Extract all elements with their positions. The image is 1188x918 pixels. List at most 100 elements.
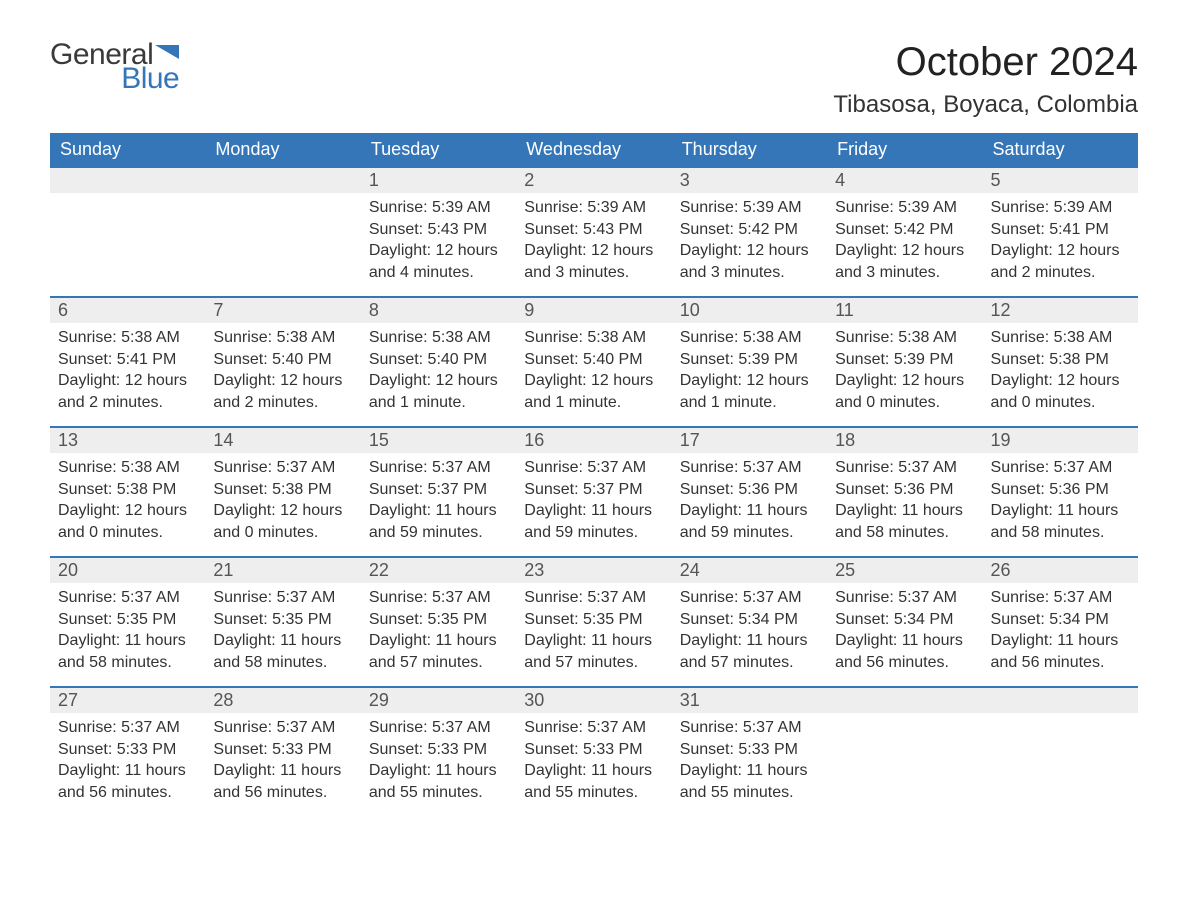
calendar-cell: 3Sunrise: 5:39 AMSunset: 5:42 PMDaylight… (672, 167, 827, 297)
daylight-line: Daylight: 12 hours and 3 minutes. (680, 240, 819, 283)
sunrise-line: Sunrise: 5:37 AM (835, 457, 974, 479)
calendar-week-row: 27Sunrise: 5:37 AMSunset: 5:33 PMDayligh… (50, 687, 1138, 817)
daylight-line: Daylight: 12 hours and 0 minutes. (835, 370, 974, 413)
day-number: 25 (827, 558, 982, 583)
sunrise-line: Sunrise: 5:38 AM (213, 327, 352, 349)
day-data: Sunrise: 5:37 AMSunset: 5:33 PMDaylight:… (516, 713, 671, 813)
day-data: Sunrise: 5:37 AMSunset: 5:36 PMDaylight:… (983, 453, 1138, 553)
calendar-cell: 13Sunrise: 5:38 AMSunset: 5:38 PMDayligh… (50, 427, 205, 557)
calendar-cell: 8Sunrise: 5:38 AMSunset: 5:40 PMDaylight… (361, 297, 516, 427)
sunrise-line: Sunrise: 5:39 AM (524, 197, 663, 219)
location-text: Tibasosa, Boyaca, Colombia (833, 91, 1138, 119)
sunset-line: Sunset: 5:43 PM (524, 219, 663, 241)
day-number: 13 (50, 428, 205, 453)
calendar-cell: 7Sunrise: 5:38 AMSunset: 5:40 PMDaylight… (205, 297, 360, 427)
daylight-line: Daylight: 11 hours and 56 minutes. (213, 760, 352, 803)
sunset-line: Sunset: 5:42 PM (835, 219, 974, 241)
sunrise-line: Sunrise: 5:37 AM (213, 587, 352, 609)
day-data: Sunrise: 5:37 AMSunset: 5:34 PMDaylight:… (983, 583, 1138, 683)
sunset-line: Sunset: 5:36 PM (835, 479, 974, 501)
calendar-cell: 16Sunrise: 5:37 AMSunset: 5:37 PMDayligh… (516, 427, 671, 557)
sunset-line: Sunset: 5:33 PM (524, 739, 663, 761)
sunrise-line: Sunrise: 5:37 AM (58, 717, 197, 739)
daylight-line: Daylight: 12 hours and 1 minute. (369, 370, 508, 413)
day-data: Sunrise: 5:39 AMSunset: 5:43 PMDaylight:… (516, 193, 671, 293)
day-number: 7 (205, 298, 360, 323)
sunrise-line: Sunrise: 5:37 AM (680, 457, 819, 479)
calendar-cell: 31Sunrise: 5:37 AMSunset: 5:33 PMDayligh… (672, 687, 827, 817)
calendar-cell: 14Sunrise: 5:37 AMSunset: 5:38 PMDayligh… (205, 427, 360, 557)
calendar-cell (983, 687, 1138, 817)
day-data: Sunrise: 5:37 AMSunset: 5:33 PMDaylight:… (672, 713, 827, 813)
sunrise-line: Sunrise: 5:37 AM (369, 717, 508, 739)
daylight-line: Daylight: 11 hours and 55 minutes. (524, 760, 663, 803)
sunrise-line: Sunrise: 5:39 AM (369, 197, 508, 219)
day-data: Sunrise: 5:37 AMSunset: 5:35 PMDaylight:… (205, 583, 360, 683)
sunset-line: Sunset: 5:39 PM (680, 349, 819, 371)
day-number: 5 (983, 168, 1138, 193)
daylight-line: Daylight: 11 hours and 59 minutes. (369, 500, 508, 543)
daylight-line: Daylight: 11 hours and 57 minutes. (369, 630, 508, 673)
day-number (50, 168, 205, 193)
day-data: Sunrise: 5:37 AMSunset: 5:37 PMDaylight:… (516, 453, 671, 553)
sunset-line: Sunset: 5:33 PM (213, 739, 352, 761)
daylight-line: Daylight: 11 hours and 56 minutes. (835, 630, 974, 673)
day-number: 16 (516, 428, 671, 453)
day-data: Sunrise: 5:38 AMSunset: 5:38 PMDaylight:… (983, 323, 1138, 423)
calendar-cell (205, 167, 360, 297)
sunrise-line: Sunrise: 5:37 AM (369, 457, 508, 479)
sunset-line: Sunset: 5:37 PM (524, 479, 663, 501)
day-data: Sunrise: 5:37 AMSunset: 5:36 PMDaylight:… (672, 453, 827, 553)
sunrise-line: Sunrise: 5:38 AM (680, 327, 819, 349)
logo-text-blue: Blue (112, 64, 179, 94)
calendar-cell: 21Sunrise: 5:37 AMSunset: 5:35 PMDayligh… (205, 557, 360, 687)
day-number: 10 (672, 298, 827, 323)
day-number: 24 (672, 558, 827, 583)
sunrise-line: Sunrise: 5:37 AM (524, 457, 663, 479)
title-block: October 2024 Tibasosa, Boyaca, Colombia (833, 40, 1138, 119)
calendar-cell: 18Sunrise: 5:37 AMSunset: 5:36 PMDayligh… (827, 427, 982, 557)
calendar-cell (50, 167, 205, 297)
day-number: 20 (50, 558, 205, 583)
day-number: 6 (50, 298, 205, 323)
day-data (205, 193, 360, 207)
daylight-line: Daylight: 12 hours and 0 minutes. (58, 500, 197, 543)
calendar-cell: 17Sunrise: 5:37 AMSunset: 5:36 PMDayligh… (672, 427, 827, 557)
calendar-body: 1Sunrise: 5:39 AMSunset: 5:43 PMDaylight… (50, 167, 1138, 817)
day-number: 2 (516, 168, 671, 193)
day-number: 14 (205, 428, 360, 453)
day-data: Sunrise: 5:37 AMSunset: 5:33 PMDaylight:… (361, 713, 516, 813)
day-data (827, 713, 982, 727)
day-data: Sunrise: 5:37 AMSunset: 5:35 PMDaylight:… (361, 583, 516, 683)
day-data: Sunrise: 5:38 AMSunset: 5:39 PMDaylight:… (672, 323, 827, 423)
day-number: 19 (983, 428, 1138, 453)
calendar-cell: 28Sunrise: 5:37 AMSunset: 5:33 PMDayligh… (205, 687, 360, 817)
daylight-line: Daylight: 12 hours and 3 minutes. (835, 240, 974, 283)
sunset-line: Sunset: 5:36 PM (991, 479, 1130, 501)
calendar-cell: 24Sunrise: 5:37 AMSunset: 5:34 PMDayligh… (672, 557, 827, 687)
calendar-cell: 19Sunrise: 5:37 AMSunset: 5:36 PMDayligh… (983, 427, 1138, 557)
sunset-line: Sunset: 5:35 PM (213, 609, 352, 631)
calendar-cell: 11Sunrise: 5:38 AMSunset: 5:39 PMDayligh… (827, 297, 982, 427)
sunrise-line: Sunrise: 5:38 AM (58, 457, 197, 479)
calendar-week-row: 1Sunrise: 5:39 AMSunset: 5:43 PMDaylight… (50, 167, 1138, 297)
sunset-line: Sunset: 5:37 PM (369, 479, 508, 501)
sunrise-line: Sunrise: 5:37 AM (524, 717, 663, 739)
calendar-cell: 30Sunrise: 5:37 AMSunset: 5:33 PMDayligh… (516, 687, 671, 817)
calendar-cell: 22Sunrise: 5:37 AMSunset: 5:35 PMDayligh… (361, 557, 516, 687)
sunset-line: Sunset: 5:34 PM (835, 609, 974, 631)
daylight-line: Daylight: 12 hours and 2 minutes. (58, 370, 197, 413)
day-number: 30 (516, 688, 671, 713)
calendar-cell: 9Sunrise: 5:38 AMSunset: 5:40 PMDaylight… (516, 297, 671, 427)
sunset-line: Sunset: 5:33 PM (58, 739, 197, 761)
weekday-header: Wednesday (516, 133, 671, 167)
day-number: 22 (361, 558, 516, 583)
weekday-header: Sunday (50, 133, 205, 167)
day-data: Sunrise: 5:38 AMSunset: 5:40 PMDaylight:… (516, 323, 671, 423)
calendar-cell: 27Sunrise: 5:37 AMSunset: 5:33 PMDayligh… (50, 687, 205, 817)
sunrise-line: Sunrise: 5:37 AM (213, 717, 352, 739)
calendar-header-row: SundayMondayTuesdayWednesdayThursdayFrid… (50, 133, 1138, 167)
day-number: 27 (50, 688, 205, 713)
sunrise-line: Sunrise: 5:37 AM (213, 457, 352, 479)
sunrise-line: Sunrise: 5:37 AM (369, 587, 508, 609)
